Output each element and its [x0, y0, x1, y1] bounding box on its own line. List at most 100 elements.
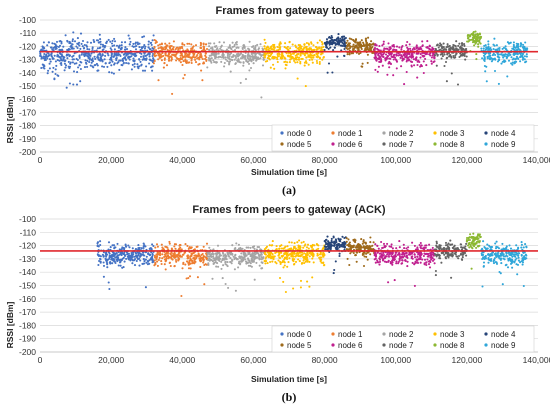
data-point	[121, 246, 124, 249]
data-point	[250, 259, 253, 262]
data-point	[311, 257, 314, 260]
y-tick-label: -100	[19, 214, 36, 224]
data-point	[331, 39, 334, 42]
data-point	[517, 256, 520, 259]
data-point	[466, 37, 470, 40]
data-point	[508, 257, 511, 260]
data-point	[260, 253, 263, 256]
data-point	[431, 48, 434, 51]
data-point	[333, 244, 336, 247]
data-point	[133, 65, 136, 68]
data-point	[142, 258, 145, 261]
data-point	[513, 62, 516, 65]
data-point	[253, 247, 256, 250]
data-point	[244, 260, 248, 263]
data-point	[226, 251, 229, 254]
data-point	[339, 238, 342, 241]
data-point	[280, 57, 283, 60]
data-point	[151, 243, 154, 246]
data-point	[105, 255, 108, 258]
data-point	[286, 61, 289, 64]
data-point	[144, 45, 147, 48]
data-point	[110, 64, 113, 67]
data-point	[175, 59, 178, 62]
data-point	[53, 54, 56, 57]
data-point	[436, 53, 439, 56]
data-point	[224, 261, 227, 264]
data-point	[419, 53, 422, 56]
data-point	[290, 55, 293, 58]
data-point	[441, 55, 444, 58]
data-point	[132, 57, 135, 60]
data-point	[319, 53, 323, 56]
data-point	[427, 263, 431, 266]
data-point	[48, 62, 51, 65]
data-point	[136, 41, 139, 44]
y-tick-label: -120	[19, 41, 36, 51]
data-point	[110, 42, 114, 45]
data-point	[69, 42, 72, 45]
data-point	[468, 39, 471, 42]
data-point	[224, 262, 227, 266]
data-point	[308, 255, 311, 258]
data-point	[266, 57, 269, 60]
data-point	[152, 34, 155, 37]
data-point	[334, 260, 337, 263]
data-point	[362, 264, 366, 268]
data-point	[254, 44, 257, 47]
data-point	[310, 54, 313, 57]
data-point	[414, 256, 417, 259]
data-point	[455, 255, 458, 258]
data-point	[500, 62, 503, 65]
data-point	[190, 61, 193, 65]
data-point	[107, 54, 110, 57]
data-point	[299, 279, 303, 282]
legend-marker	[433, 343, 437, 347]
data-point	[240, 252, 243, 255]
data-point	[429, 261, 432, 264]
data-point	[230, 58, 233, 61]
data-point	[494, 242, 497, 245]
data-point	[139, 55, 143, 58]
data-point	[350, 246, 353, 249]
data-point	[156, 251, 159, 254]
data-point	[470, 267, 473, 270]
data-point	[234, 56, 238, 59]
data-point	[153, 59, 156, 63]
data-point	[343, 37, 346, 40]
data-point	[380, 254, 383, 258]
data-point	[66, 57, 69, 60]
data-point	[511, 61, 514, 64]
data-point	[188, 262, 191, 265]
data-point	[405, 60, 408, 63]
data-point	[208, 54, 211, 57]
data-point	[469, 233, 472, 236]
data-point	[155, 253, 158, 256]
data-point	[153, 53, 156, 56]
data-point	[472, 232, 475, 235]
legend-entry: node 5	[287, 341, 312, 350]
data-point	[507, 59, 511, 62]
data-point	[519, 44, 522, 47]
data-point	[474, 37, 477, 40]
data-point	[151, 54, 154, 58]
data-point	[520, 246, 523, 249]
data-point	[188, 275, 192, 278]
data-point	[57, 54, 60, 57]
data-point	[330, 34, 333, 38]
data-point	[423, 258, 427, 261]
data-point	[274, 56, 277, 59]
data-point	[332, 272, 335, 275]
data-point	[497, 56, 500, 59]
data-point	[321, 48, 324, 51]
data-point	[347, 243, 351, 246]
data-point	[446, 45, 449, 48]
data-point	[105, 41, 108, 44]
data-point	[516, 48, 520, 51]
data-point	[105, 259, 108, 262]
data-point	[221, 52, 224, 55]
data-point	[520, 54, 523, 57]
data-point	[286, 48, 289, 51]
data-point	[379, 57, 383, 61]
data-point	[274, 260, 277, 264]
